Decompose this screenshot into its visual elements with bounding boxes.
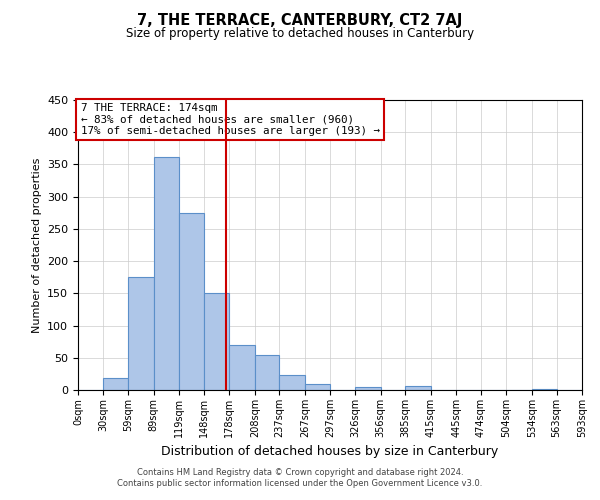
- Bar: [103, 378, 128, 390]
- Bar: [179, 213, 204, 390]
- Y-axis label: Number of detached properties: Number of detached properties: [32, 158, 41, 332]
- Text: Contains HM Land Registry data © Crown copyright and database right 2024.
Contai: Contains HM Land Registry data © Crown c…: [118, 468, 482, 487]
- Text: Size of property relative to detached houses in Canterbury: Size of property relative to detached ho…: [126, 28, 474, 40]
- Bar: [128, 277, 154, 390]
- Bar: [280, 375, 305, 390]
- Bar: [305, 384, 331, 390]
- Bar: [154, 156, 179, 390]
- Bar: [255, 354, 280, 390]
- Bar: [355, 387, 380, 390]
- Text: 7, THE TERRACE, CANTERBURY, CT2 7AJ: 7, THE TERRACE, CANTERBURY, CT2 7AJ: [137, 12, 463, 28]
- Bar: [405, 386, 431, 390]
- X-axis label: Distribution of detached houses by size in Canterbury: Distribution of detached houses by size …: [161, 446, 499, 458]
- Bar: [229, 345, 255, 390]
- Bar: [204, 294, 229, 390]
- Text: 7 THE TERRACE: 174sqm
← 83% of detached houses are smaller (960)
17% of semi-det: 7 THE TERRACE: 174sqm ← 83% of detached …: [80, 103, 380, 136]
